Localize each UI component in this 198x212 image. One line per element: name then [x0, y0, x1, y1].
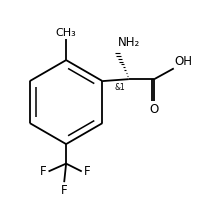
Text: NH₂: NH₂	[118, 36, 140, 49]
Text: &1: &1	[115, 83, 126, 92]
Text: OH: OH	[175, 55, 193, 68]
Text: F: F	[84, 165, 90, 178]
Text: CH₃: CH₃	[56, 28, 76, 38]
Text: O: O	[150, 103, 159, 116]
Text: F: F	[40, 165, 47, 178]
Text: F: F	[61, 184, 68, 197]
